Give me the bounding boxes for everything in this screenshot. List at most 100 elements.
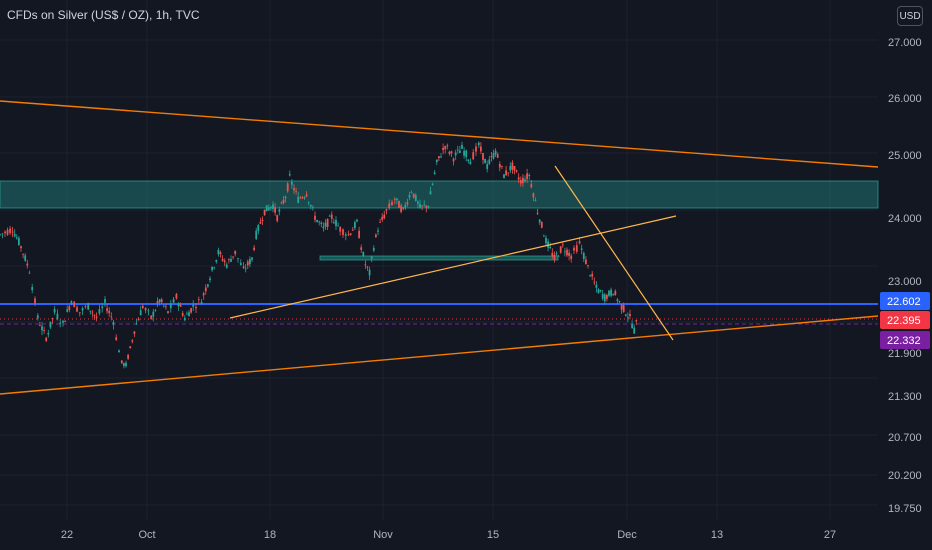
- candle-body: [93, 314, 96, 316]
- candle-body: [549, 246, 552, 248]
- candle-body: [1, 233, 4, 235]
- candle-body: [110, 316, 113, 318]
- candle-body: [454, 152, 457, 156]
- candle-body: [267, 207, 270, 211]
- candle-body: [98, 309, 101, 314]
- candle-body: [463, 150, 465, 156]
- upper-resistance-trendline: [0, 100, 879, 168]
- candle-body: [59, 322, 62, 325]
- candle-body: [356, 219, 358, 222]
- candle-body: [517, 177, 520, 180]
- candle-body: [328, 215, 331, 217]
- price-tag-label: 22.602: [887, 296, 921, 308]
- candle-body: [47, 333, 50, 335]
- candle-body: [375, 234, 377, 238]
- candle-body: [221, 258, 224, 261]
- candle-body: [101, 306, 104, 309]
- candle-body: [73, 301, 76, 308]
- candle-body: [318, 221, 321, 223]
- candle-body: [133, 331, 136, 334]
- price-tag-bg: [880, 311, 930, 329]
- candle-body: [419, 203, 421, 209]
- candle-body: [172, 299, 175, 303]
- candle-body: [274, 207, 276, 213]
- candle-body: [309, 204, 312, 207]
- candle-body: [492, 153, 495, 159]
- x-tick-label: 13: [711, 529, 723, 541]
- candle-body: [534, 200, 537, 202]
- currency-button[interactable]: USD: [897, 6, 923, 26]
- y-tick-label: 26.000: [888, 93, 922, 105]
- candle-body: [595, 284, 598, 288]
- x-tick-label: Oct: [138, 529, 155, 541]
- candle-body: [179, 305, 182, 307]
- candle-body: [4, 231, 6, 234]
- candle-body: [342, 229, 344, 235]
- candle-body: [333, 222, 335, 224]
- candle-body: [475, 146, 477, 152]
- candle-body: [388, 203, 391, 208]
- candle-body: [547, 241, 549, 248]
- candle-body: [452, 158, 455, 162]
- candle-body: [446, 145, 449, 147]
- candle-body: [314, 215, 316, 220]
- candle-body: [234, 250, 237, 255]
- candle-body: [414, 195, 417, 201]
- candle-body: [95, 316, 98, 319]
- candle-body: [362, 252, 365, 257]
- candle-body: [213, 267, 216, 269]
- candle-body: [427, 206, 430, 208]
- candle-body: [442, 147, 444, 151]
- candle-body: [320, 222, 323, 225]
- candle-body: [232, 256, 234, 258]
- lower-support-trendline: [0, 315, 879, 395]
- candle-body: [618, 301, 621, 302]
- candle-body: [43, 330, 45, 331]
- candle-body: [379, 222, 381, 223]
- candle-body: [288, 174, 291, 176]
- candle-body: [131, 340, 134, 342]
- candle-body: [15, 237, 18, 239]
- candle-body: [307, 201, 310, 203]
- candle-body: [20, 246, 22, 249]
- candle-body: [246, 261, 249, 266]
- candle-body: [486, 164, 489, 170]
- candle-body: [360, 247, 363, 250]
- candle-body: [589, 275, 591, 276]
- candle-body: [225, 264, 228, 268]
- candle-body: [202, 293, 205, 296]
- candle-body: [237, 258, 239, 260]
- y-tick-label: 24.000: [888, 213, 922, 225]
- candle-body: [383, 214, 386, 219]
- candle-body: [11, 231, 14, 233]
- candle-body: [459, 150, 461, 153]
- candle-body: [582, 253, 585, 260]
- candle-body: [337, 225, 339, 227]
- candle-body: [585, 259, 587, 265]
- y-tick-label: 23.000: [888, 276, 922, 288]
- resistance-zone: [0, 180, 879, 209]
- candle-body: [81, 308, 84, 311]
- candle-body: [366, 266, 369, 268]
- candle-body: [450, 151, 453, 154]
- candle-body: [129, 346, 132, 349]
- candle-body: [195, 306, 197, 309]
- candle-body: [68, 306, 71, 310]
- symbol-title: CFDs on Silver (US$ / OZ), 1h, TVC: [7, 8, 200, 22]
- candle-body: [89, 310, 92, 312]
- candle-body: [402, 207, 405, 209]
- mid-zone: [319, 255, 559, 261]
- candle-body: [312, 207, 314, 209]
- candle-body: [438, 156, 440, 159]
- candle-body: [339, 226, 342, 232]
- candle-body: [511, 162, 514, 170]
- candle-body: [257, 225, 260, 231]
- candle-body: [472, 152, 475, 160]
- candle-body: [614, 290, 617, 295]
- candle-body: [421, 205, 423, 207]
- candle-body: [9, 228, 11, 233]
- x-tick-label: 27: [824, 529, 836, 541]
- candle-body: [207, 284, 209, 287]
